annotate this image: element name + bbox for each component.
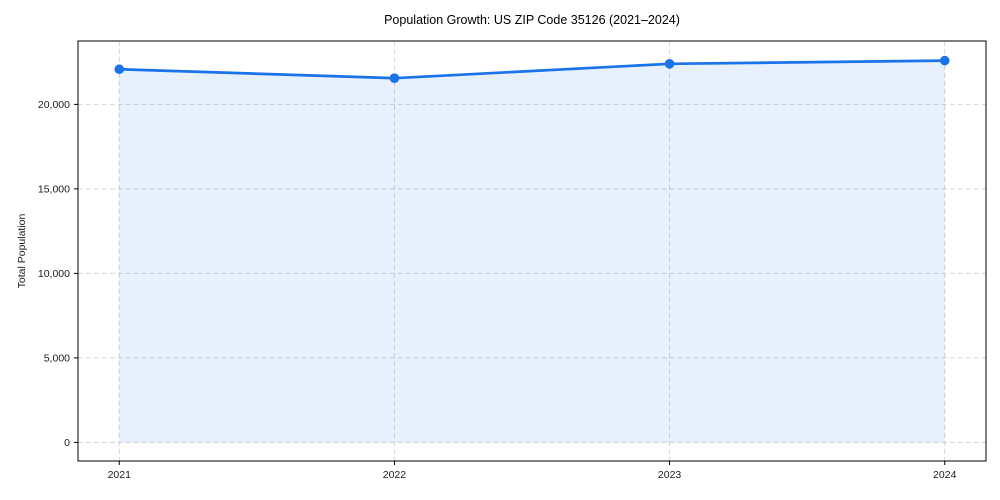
area-fill (119, 60, 945, 443)
x-tick-label: 2023 (658, 469, 682, 481)
chart-title: Population Growth: US ZIP Code 35126 (20… (384, 13, 680, 27)
series-line (117, 59, 947, 80)
y-tick-label: 0 (64, 437, 70, 449)
axis-spine (77, 40, 987, 462)
y-tick-label: 15,000 (38, 183, 70, 195)
data-point (114, 64, 125, 75)
x-tick-label: 2021 (108, 469, 132, 481)
y-tick-label: 10,000 (38, 268, 70, 280)
x-tick-label: 2022 (383, 469, 407, 481)
data-point (389, 73, 400, 83)
y-tick-label: 5,000 (44, 353, 70, 365)
data-point (664, 59, 675, 69)
x-tick-label: 2024 (933, 469, 957, 481)
data-point (939, 55, 950, 66)
y-tick-label: 20,000 (38, 99, 70, 111)
